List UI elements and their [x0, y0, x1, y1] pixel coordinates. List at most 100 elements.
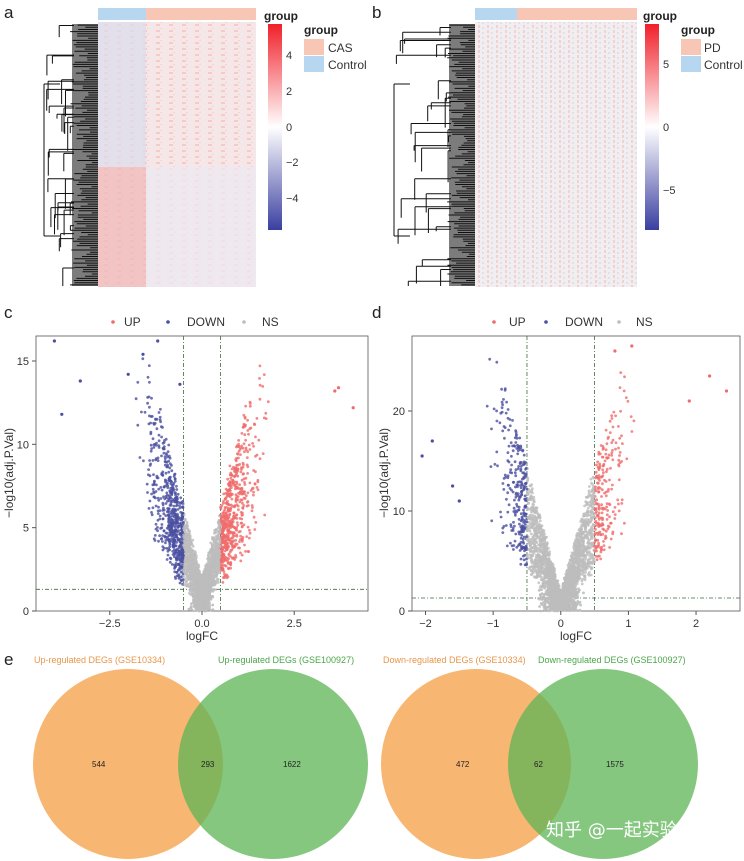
- point-up: [235, 480, 239, 484]
- point-up: [241, 506, 245, 510]
- point-ns: [185, 580, 189, 583]
- point-ns: [204, 592, 207, 596]
- point-up: [610, 414, 614, 418]
- point-up: [239, 551, 242, 555]
- point-ns: [531, 565, 535, 569]
- point-up: [241, 501, 244, 505]
- legend-label-down-d: DOWN: [565, 315, 603, 329]
- point-down: [160, 537, 164, 540]
- point-up: [603, 537, 607, 540]
- point-ns: [529, 573, 533, 576]
- point-down: [164, 514, 168, 517]
- point-down: [157, 439, 161, 443]
- point-up: [596, 539, 600, 542]
- point-up: [248, 404, 252, 408]
- point-up: [248, 427, 252, 431]
- point-up: [599, 533, 603, 536]
- point-ns: [194, 600, 198, 604]
- point-ns: [207, 555, 211, 559]
- color-tick-a-3: −2: [286, 157, 299, 169]
- point-up: [223, 557, 226, 561]
- point-down: [152, 473, 155, 476]
- point-up: [608, 546, 611, 549]
- point-up: [240, 553, 244, 557]
- point-ns: [196, 578, 199, 582]
- point-down: [134, 397, 138, 401]
- point-down: [155, 417, 159, 421]
- point-up: [610, 487, 613, 491]
- point-down: [162, 529, 166, 533]
- group-bar-control-a: [98, 8, 146, 20]
- point-up: [240, 540, 244, 543]
- point-down: [164, 471, 168, 475]
- point-up: [247, 432, 250, 436]
- point-up: [235, 456, 239, 460]
- point-up: [228, 484, 232, 488]
- point-ns: [215, 558, 219, 561]
- point-ns: [528, 484, 532, 488]
- point-ns: [588, 485, 591, 488]
- point-down: [157, 444, 161, 448]
- point-down: [148, 414, 151, 418]
- point-down: [515, 502, 518, 506]
- point-up: [236, 452, 240, 456]
- point-up: [228, 522, 232, 526]
- legend-dot-up-d: [492, 320, 496, 324]
- point-down: [151, 487, 155, 491]
- point-ns: [194, 604, 198, 608]
- point-ns: [189, 605, 193, 608]
- point-down: [152, 537, 156, 541]
- point-down: [503, 426, 507, 429]
- point-down: [159, 486, 163, 489]
- point-up: [227, 566, 230, 570]
- point-down: [161, 441, 165, 445]
- panel-label-c: c: [4, 303, 13, 322]
- panel-label-d: d: [372, 303, 381, 322]
- point-down: [78, 379, 82, 383]
- point-down: [511, 527, 515, 530]
- point-down: [164, 531, 168, 535]
- point-ns: [192, 559, 196, 562]
- point-down: [525, 520, 529, 524]
- point-up: [233, 484, 237, 488]
- point-down: [157, 487, 161, 491]
- point-ns: [216, 577, 220, 581]
- point-up: [219, 559, 223, 563]
- point-ns: [215, 545, 218, 549]
- point-up: [256, 480, 260, 484]
- point-up: [611, 483, 614, 487]
- point-up: [224, 501, 228, 505]
- point-up: [610, 417, 614, 420]
- legend-title-a: group: [304, 23, 338, 37]
- point-up: [249, 489, 253, 492]
- point-down: [513, 471, 517, 475]
- point-up: [238, 500, 242, 504]
- point-down: [151, 437, 155, 441]
- point-up: [231, 533, 235, 537]
- point-up: [237, 530, 241, 534]
- point-ns: [203, 601, 207, 604]
- legend-label-ns-d: NS: [636, 315, 653, 329]
- point-down: [152, 443, 156, 447]
- point-ns: [182, 544, 186, 548]
- point-up: [242, 477, 246, 481]
- group-bar-case-a: [146, 8, 256, 20]
- point-down: [145, 482, 149, 486]
- point-ns: [185, 544, 189, 547]
- point-ns: [211, 555, 215, 559]
- point-down: [169, 503, 173, 507]
- point-up: [608, 515, 611, 519]
- point-down: [152, 421, 156, 425]
- point-ns: [189, 556, 192, 560]
- point-up: [604, 428, 608, 432]
- point-down: [171, 514, 175, 518]
- point-down: [512, 544, 516, 547]
- point-up: [239, 446, 243, 450]
- point-down: [506, 491, 510, 495]
- point-down: [136, 380, 140, 384]
- point-ns: [188, 571, 192, 575]
- point-ns: [529, 544, 532, 548]
- point-up: [240, 498, 244, 502]
- point-up: [238, 540, 241, 543]
